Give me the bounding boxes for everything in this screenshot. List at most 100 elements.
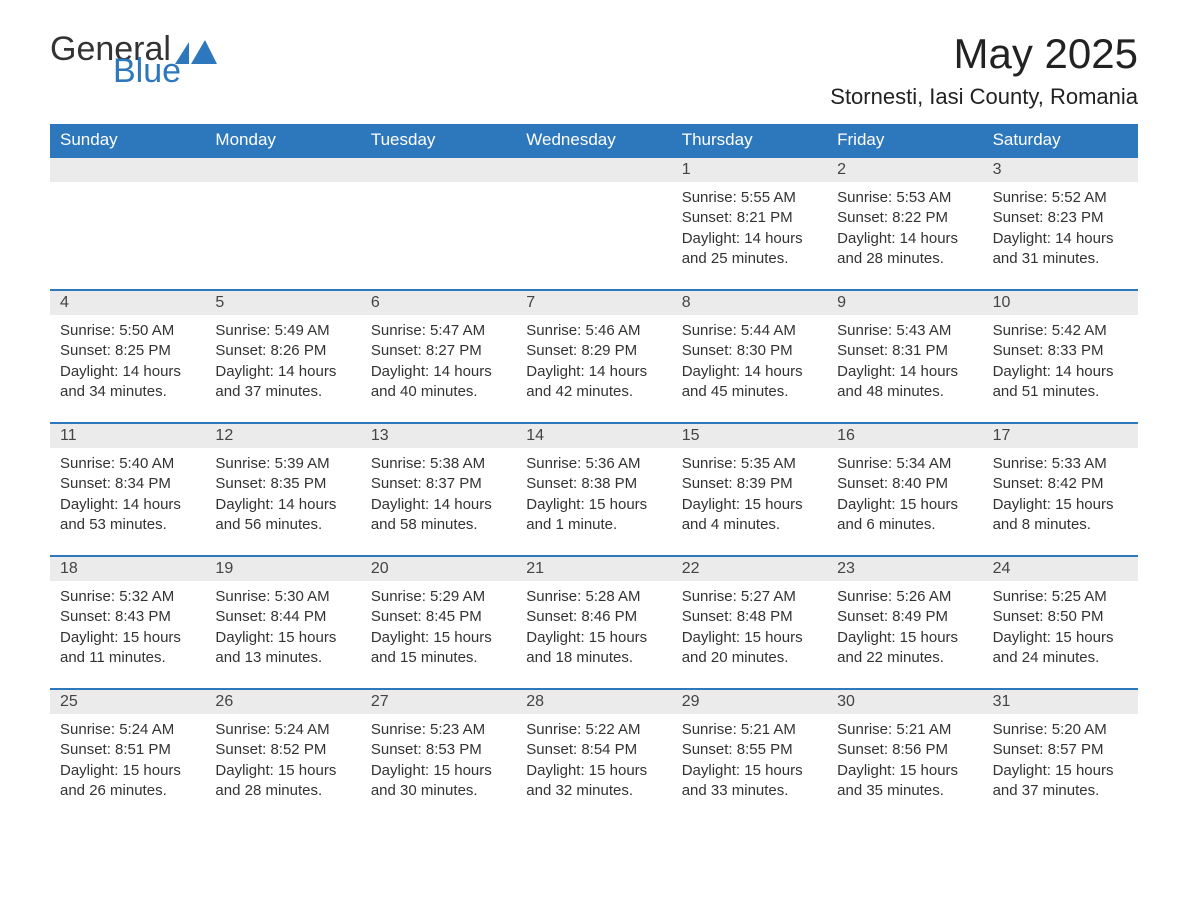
day-cell: Sunrise: 5:39 AMSunset: 8:35 PMDaylight:… xyxy=(205,448,360,555)
daylight-line-1: Daylight: 15 hours xyxy=(993,628,1128,648)
sunrise-line: Sunrise: 5:30 AM xyxy=(215,587,350,607)
day-number xyxy=(361,158,516,182)
daylight-line-2: and 15 minutes. xyxy=(371,648,506,668)
day-cell: Sunrise: 5:26 AMSunset: 8:49 PMDaylight:… xyxy=(827,581,982,688)
daylight-line-1: Daylight: 15 hours xyxy=(837,495,972,515)
day-number: 17 xyxy=(983,424,1138,448)
sunrise-line: Sunrise: 5:44 AM xyxy=(682,321,817,341)
day-cell: Sunrise: 5:52 AMSunset: 8:23 PMDaylight:… xyxy=(983,182,1138,289)
daylight-line-1: Daylight: 14 hours xyxy=(993,229,1128,249)
daylight-line-2: and 6 minutes. xyxy=(837,515,972,535)
day-number: 2 xyxy=(827,158,982,182)
day-number: 31 xyxy=(983,690,1138,714)
daylight-line-1: Daylight: 14 hours xyxy=(371,495,506,515)
daylight-line-2: and 1 minute. xyxy=(526,515,661,535)
daylight-line-1: Daylight: 14 hours xyxy=(682,362,817,382)
daylight-line-1: Daylight: 14 hours xyxy=(837,229,972,249)
day-cell: Sunrise: 5:25 AMSunset: 8:50 PMDaylight:… xyxy=(983,581,1138,688)
sunrise-line: Sunrise: 5:50 AM xyxy=(60,321,195,341)
daylight-line-2: and 13 minutes. xyxy=(215,648,350,668)
day-cell: Sunrise: 5:30 AMSunset: 8:44 PMDaylight:… xyxy=(205,581,360,688)
daylight-line-1: Daylight: 14 hours xyxy=(993,362,1128,382)
daylight-line-1: Daylight: 14 hours xyxy=(60,495,195,515)
daylight-line-2: and 28 minutes. xyxy=(837,249,972,269)
sunset-line: Sunset: 8:50 PM xyxy=(993,607,1128,627)
day-number: 11 xyxy=(50,424,205,448)
sunrise-line: Sunrise: 5:21 AM xyxy=(837,720,972,740)
daylight-line-1: Daylight: 15 hours xyxy=(526,628,661,648)
daylight-line-2: and 37 minutes. xyxy=(993,781,1128,801)
daylight-line-1: Daylight: 15 hours xyxy=(215,761,350,781)
day-number: 21 xyxy=(516,557,671,581)
logo-text-part2: Blue xyxy=(113,52,181,91)
sunset-line: Sunset: 8:46 PM xyxy=(526,607,661,627)
daylight-line-2: and 45 minutes. xyxy=(682,382,817,402)
sunset-line: Sunset: 8:29 PM xyxy=(526,341,661,361)
day-number: 22 xyxy=(672,557,827,581)
day-number: 8 xyxy=(672,291,827,315)
daylight-line-1: Daylight: 14 hours xyxy=(837,362,972,382)
sunset-line: Sunset: 8:56 PM xyxy=(837,740,972,760)
sunrise-line: Sunrise: 5:53 AM xyxy=(837,188,972,208)
weekday-header-row: SundayMondayTuesdayWednesdayThursdayFrid… xyxy=(50,124,1138,156)
sunrise-line: Sunrise: 5:29 AM xyxy=(371,587,506,607)
day-number: 10 xyxy=(983,291,1138,315)
day-number: 29 xyxy=(672,690,827,714)
day-cell: Sunrise: 5:43 AMSunset: 8:31 PMDaylight:… xyxy=(827,315,982,422)
daylight-line-1: Daylight: 15 hours xyxy=(371,628,506,648)
weekday-header: Tuesday xyxy=(361,124,516,156)
sunset-line: Sunset: 8:25 PM xyxy=(60,341,195,361)
daylight-line-1: Daylight: 15 hours xyxy=(371,761,506,781)
day-cell: Sunrise: 5:44 AMSunset: 8:30 PMDaylight:… xyxy=(672,315,827,422)
calendar-week: 18192021222324Sunrise: 5:32 AMSunset: 8:… xyxy=(50,555,1138,688)
sunset-line: Sunset: 8:48 PM xyxy=(682,607,817,627)
day-cell: Sunrise: 5:53 AMSunset: 8:22 PMDaylight:… xyxy=(827,182,982,289)
sunrise-line: Sunrise: 5:22 AM xyxy=(526,720,661,740)
calendar-week: 45678910Sunrise: 5:50 AMSunset: 8:25 PMD… xyxy=(50,289,1138,422)
sunrise-line: Sunrise: 5:21 AM xyxy=(682,720,817,740)
sunrise-line: Sunrise: 5:20 AM xyxy=(993,720,1128,740)
day-cell: Sunrise: 5:49 AMSunset: 8:26 PMDaylight:… xyxy=(205,315,360,422)
calendar: SundayMondayTuesdayWednesdayThursdayFrid… xyxy=(50,124,1138,821)
day-cell: Sunrise: 5:24 AMSunset: 8:51 PMDaylight:… xyxy=(50,714,205,821)
sunset-line: Sunset: 8:35 PM xyxy=(215,474,350,494)
sunrise-line: Sunrise: 5:40 AM xyxy=(60,454,195,474)
daylight-line-1: Daylight: 15 hours xyxy=(215,628,350,648)
sunset-line: Sunset: 8:33 PM xyxy=(993,341,1128,361)
logo: General Blue xyxy=(50,30,289,69)
day-number: 26 xyxy=(205,690,360,714)
sunrise-line: Sunrise: 5:36 AM xyxy=(526,454,661,474)
sunset-line: Sunset: 8:37 PM xyxy=(371,474,506,494)
daylight-line-2: and 42 minutes. xyxy=(526,382,661,402)
sunset-line: Sunset: 8:52 PM xyxy=(215,740,350,760)
sunrise-line: Sunrise: 5:27 AM xyxy=(682,587,817,607)
day-cell xyxy=(205,182,360,289)
day-number: 16 xyxy=(827,424,982,448)
day-cell: Sunrise: 5:24 AMSunset: 8:52 PMDaylight:… xyxy=(205,714,360,821)
sunrise-line: Sunrise: 5:46 AM xyxy=(526,321,661,341)
day-number: 1 xyxy=(672,158,827,182)
day-cell: Sunrise: 5:36 AMSunset: 8:38 PMDaylight:… xyxy=(516,448,671,555)
daylight-line-2: and 24 minutes. xyxy=(993,648,1128,668)
day-cell: Sunrise: 5:33 AMSunset: 8:42 PMDaylight:… xyxy=(983,448,1138,555)
daylight-line-1: Daylight: 15 hours xyxy=(682,761,817,781)
sunrise-line: Sunrise: 5:52 AM xyxy=(993,188,1128,208)
day-cell: Sunrise: 5:46 AMSunset: 8:29 PMDaylight:… xyxy=(516,315,671,422)
day-cell: Sunrise: 5:35 AMSunset: 8:39 PMDaylight:… xyxy=(672,448,827,555)
day-number: 19 xyxy=(205,557,360,581)
day-number: 9 xyxy=(827,291,982,315)
sunset-line: Sunset: 8:49 PM xyxy=(837,607,972,627)
sunrise-line: Sunrise: 5:43 AM xyxy=(837,321,972,341)
weekday-header: Wednesday xyxy=(516,124,671,156)
day-number: 7 xyxy=(516,291,671,315)
sunrise-line: Sunrise: 5:33 AM xyxy=(993,454,1128,474)
daylight-line-2: and 18 minutes. xyxy=(526,648,661,668)
day-number: 30 xyxy=(827,690,982,714)
day-number: 28 xyxy=(516,690,671,714)
daylight-line-1: Daylight: 15 hours xyxy=(837,628,972,648)
daylight-line-1: Daylight: 14 hours xyxy=(682,229,817,249)
day-cell: Sunrise: 5:23 AMSunset: 8:53 PMDaylight:… xyxy=(361,714,516,821)
calendar-week: 25262728293031Sunrise: 5:24 AMSunset: 8:… xyxy=(50,688,1138,821)
weekday-header: Monday xyxy=(205,124,360,156)
sunset-line: Sunset: 8:57 PM xyxy=(993,740,1128,760)
